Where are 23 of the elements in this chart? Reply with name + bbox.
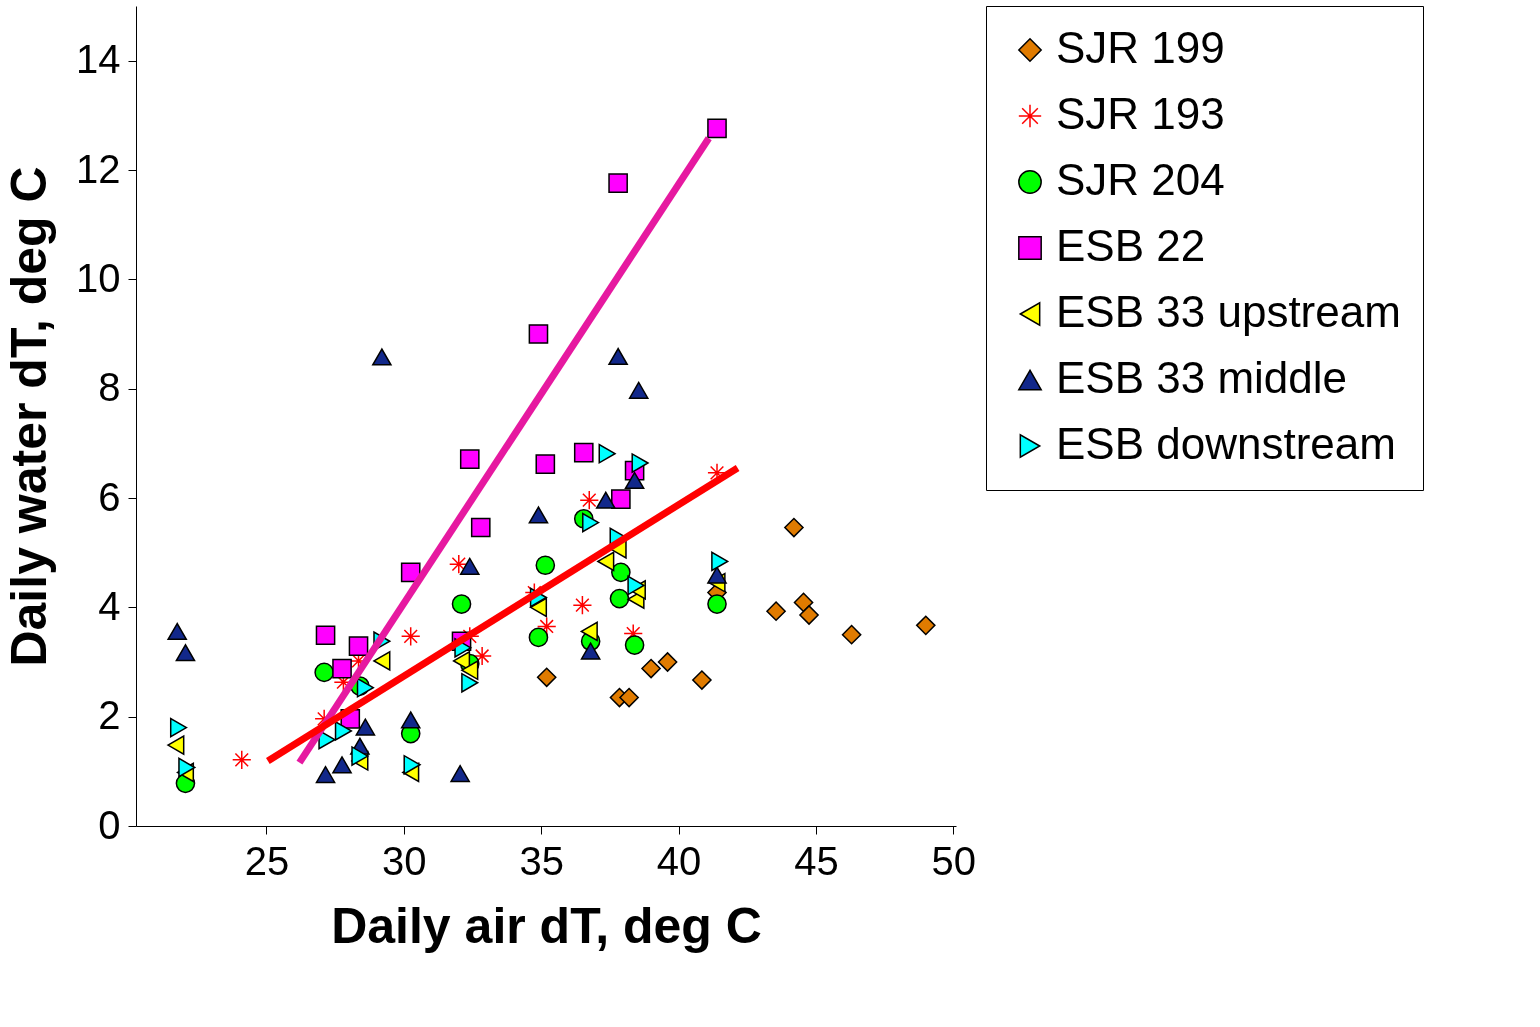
y-tick-label: 12 xyxy=(76,146,121,191)
legend-label: SJR 204 xyxy=(1056,155,1225,204)
x-tick-label: 50 xyxy=(931,838,976,883)
y-tick-label: 4 xyxy=(98,583,121,628)
x-tick-label: 30 xyxy=(382,838,427,883)
x-tick-label: 35 xyxy=(519,838,564,883)
legend-label: SJR 193 xyxy=(1056,89,1225,138)
y-tick-label: 10 xyxy=(76,255,121,300)
x-axis-title: Daily air dT, deg C xyxy=(331,897,762,954)
legend-label: ESB 22 xyxy=(1056,221,1206,270)
legend-label: ESB downstream xyxy=(1056,419,1396,468)
x-tick-label: 25 xyxy=(244,838,290,883)
y-tick-label: 8 xyxy=(98,365,121,410)
y-tick-label: 14 xyxy=(76,37,121,82)
y-tick-label: 0 xyxy=(98,802,121,847)
y-axis-title: Daily water dT, deg C xyxy=(1,166,58,667)
y-tick-label: 6 xyxy=(98,474,121,519)
legend-label: ESB 33 upstream xyxy=(1056,287,1401,336)
x-tick-label: 40 xyxy=(656,838,702,883)
legend-label: SJR 199 xyxy=(1056,23,1225,72)
x-tick-label: 45 xyxy=(794,838,839,883)
y-tick-label: 2 xyxy=(98,693,121,738)
legend-label: ESB 33 middle xyxy=(1056,353,1348,402)
